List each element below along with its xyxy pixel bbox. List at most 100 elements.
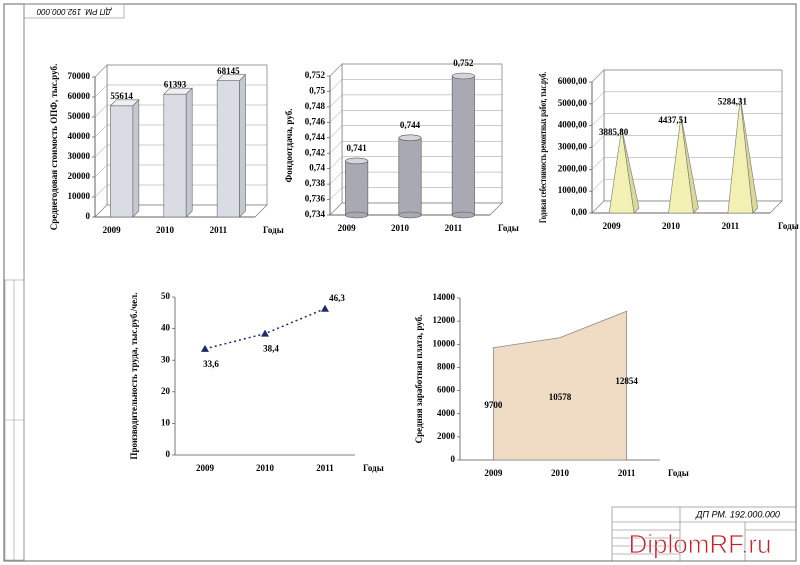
bar — [110, 105, 134, 218]
y-tick-label: 20000 — [68, 171, 91, 181]
x-tick-label: 2011 — [445, 223, 463, 233]
grid-line — [329, 125, 502, 138]
x-tick-label: 2010 — [662, 221, 681, 231]
area — [492, 310, 628, 461]
side-wall — [94, 64, 108, 218]
y-tick-label: 0,00 — [571, 207, 587, 217]
y-tick-label: 12000 — [433, 315, 456, 325]
sheet-code: ДП РМ. 192.000.000 — [695, 509, 780, 519]
grid-line — [591, 178, 782, 192]
bar-top — [398, 134, 422, 142]
y-tick-label: 0,748 — [305, 101, 326, 111]
y-tick-label: 4000,00 — [558, 120, 588, 130]
marker — [321, 304, 329, 312]
grid-line — [329, 156, 502, 169]
value-label: 3885,80 — [599, 127, 629, 137]
x-axis-label: Годы — [363, 463, 384, 473]
value-label: 33,6 — [203, 359, 219, 369]
y-tick-label: 40 — [161, 323, 171, 333]
y-axis-label: Средняя заработная плата, руб. — [414, 315, 424, 444]
grid-line — [94, 104, 267, 118]
grid-line — [94, 204, 267, 218]
x-axis-label: Годы — [263, 225, 284, 235]
y-axis-label: Среднегодовая стоимость ОПФ, тыс.руб. — [49, 64, 59, 230]
grid-line — [591, 135, 782, 148]
y-tick-label: 0 — [166, 449, 171, 459]
value-label: 55614 — [110, 91, 133, 101]
x-tick-label: 2009 — [103, 225, 122, 235]
grid-line — [94, 64, 267, 78]
bar-side — [740, 97, 759, 214]
y-tick-label: 0,734 — [305, 209, 326, 219]
y-tick-label: 50000 — [68, 111, 91, 121]
grid-line — [591, 200, 782, 214]
bar — [345, 160, 369, 216]
x-tick-label: 2010 — [551, 468, 570, 478]
y-tick-label: 10 — [161, 417, 171, 427]
x-axis-label: Годы — [668, 468, 689, 478]
x-tick-label: 2009 — [196, 463, 215, 473]
x-tick-label: 2010 — [156, 225, 175, 235]
y-tick-label: 10000 — [68, 191, 91, 201]
y-tick-label: 4000 — [437, 408, 456, 418]
grid-line — [591, 91, 782, 105]
grid-line — [591, 113, 782, 126]
bar-side — [680, 116, 699, 214]
value-label: 38,4 — [263, 344, 279, 354]
bar — [451, 75, 475, 216]
title-block — [611, 506, 797, 562]
y-tick-label: 0,742 — [305, 147, 326, 157]
side-wall — [329, 63, 343, 216]
y-tick-label: 30 — [161, 354, 171, 364]
y-tick-label: 0,746 — [305, 116, 326, 126]
grid-line — [94, 124, 267, 138]
value-label: 68145 — [217, 66, 240, 76]
y-axis-label: Производительность труда, тыс.руб./чел. — [129, 293, 139, 460]
bar-side — [185, 87, 193, 218]
x-axis-label: Годы — [778, 221, 799, 231]
bar-top — [451, 72, 475, 80]
y-tick-label: 0,738 — [305, 178, 326, 188]
y-tick-label: 0 — [86, 211, 91, 221]
grid-line — [329, 94, 502, 108]
grid-line — [329, 110, 502, 123]
grid-line — [591, 69, 782, 83]
x-tick-label: 2011 — [210, 225, 228, 235]
y-tick-label: 70000 — [68, 71, 91, 81]
grid-line — [329, 187, 502, 200]
sheet-border — [3, 3, 797, 562]
y-tick-label: 1000,00 — [558, 185, 588, 195]
y-tick-label: 0,752 — [305, 70, 326, 80]
y-tick-label: 0 — [451, 454, 456, 464]
y-tick-label: 10000 — [433, 338, 456, 348]
grid-line — [329, 171, 502, 185]
value-label: 10578 — [549, 392, 572, 402]
y-tick-label: 0,736 — [305, 194, 326, 204]
value-label: 46,3 — [329, 293, 345, 303]
value-label: 12854 — [615, 376, 638, 386]
x-tick-label: 2010 — [256, 463, 275, 473]
y-tick-label: 6000,00 — [558, 76, 588, 86]
y-tick-label: 2000 — [437, 431, 456, 441]
x-tick-label: 2011 — [722, 221, 740, 231]
y-tick-label: 14000 — [433, 292, 456, 302]
y-tick-label: 3000,00 — [558, 142, 588, 152]
grid-line — [591, 157, 782, 170]
x-tick-label: 2009 — [603, 221, 622, 231]
value-label: 61393 — [164, 79, 187, 89]
x-tick-label: 2009 — [338, 223, 357, 233]
grid-line — [94, 184, 267, 198]
bar-side — [132, 99, 140, 218]
y-tick-label: 6000 — [437, 385, 456, 395]
value-label: 0,744 — [400, 120, 421, 130]
grid-line — [329, 79, 502, 92]
grid-line — [94, 84, 267, 98]
value-label: 5284,31 — [718, 97, 748, 107]
grid-line — [329, 202, 502, 216]
y-axis-label: Фондоотдача, руб. — [284, 109, 294, 183]
x-axis-label: Годы — [498, 223, 519, 233]
marker — [201, 344, 209, 352]
marker — [261, 329, 269, 337]
y-tick-label: 40000 — [68, 131, 91, 141]
